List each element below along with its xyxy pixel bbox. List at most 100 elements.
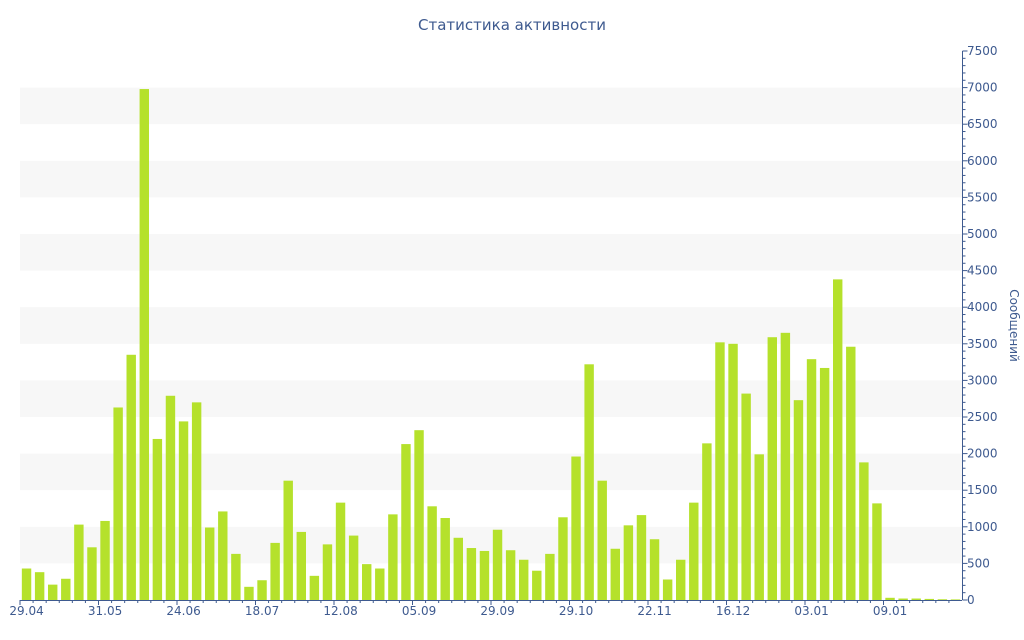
- y-tick-label: 2000: [967, 447, 998, 461]
- bar[interactable]: [662, 579, 673, 601]
- bar[interactable]: [283, 480, 293, 600]
- bar[interactable]: [636, 515, 647, 600]
- bar[interactable]: [519, 559, 529, 600]
- y-tick-label: 6500: [967, 117, 998, 131]
- bar[interactable]: [623, 525, 634, 600]
- bar[interactable]: [178, 421, 189, 600]
- y-tick-label: 6000: [967, 154, 998, 168]
- bar[interactable]: [793, 400, 804, 600]
- grid-band: [20, 526, 962, 564]
- y-tick-label: 3000: [967, 373, 998, 387]
- bar[interactable]: [74, 524, 84, 600]
- bar[interactable]: [584, 364, 594, 600]
- bar[interactable]: [898, 598, 908, 600]
- bar[interactable]: [362, 564, 372, 600]
- bar[interactable]: [610, 548, 620, 600]
- bar[interactable]: [741, 393, 751, 600]
- bar[interactable]: [689, 502, 699, 600]
- x-tick-label: 09.01: [873, 604, 907, 618]
- bar[interactable]: [728, 343, 738, 600]
- bar[interactable]: [754, 454, 764, 600]
- grid-band: [20, 234, 962, 271]
- bar[interactable]: [885, 597, 895, 600]
- x-tick-label: 18.07: [245, 604, 279, 618]
- bar[interactable]: [244, 586, 254, 600]
- background-bands: [20, 87, 962, 564]
- bar[interactable]: [440, 518, 450, 600]
- bar[interactable]: [819, 367, 830, 600]
- y-tick-label: 0: [967, 593, 975, 607]
- bar[interactable]: [34, 572, 45, 600]
- y-tick-label: 5000: [967, 227, 998, 241]
- bar[interactable]: [492, 529, 503, 600]
- bar[interactable]: [191, 402, 202, 600]
- bar[interactable]: [558, 517, 568, 600]
- bar[interactable]: [924, 598, 934, 600]
- bar[interactable]: [859, 462, 869, 600]
- y-axis: 0 500 1000 1500 2000 2500 3000 3500 4000 4500 5000…: [962, 44, 998, 607]
- bar[interactable]: [911, 598, 921, 600]
- bar[interactable]: [676, 559, 686, 600]
- bar[interactable]: [113, 407, 123, 600]
- bar[interactable]: [48, 584, 58, 600]
- bar[interactable]: [571, 456, 581, 600]
- bar[interactable]: [597, 480, 607, 600]
- bar[interactable]: [806, 359, 817, 600]
- bar[interactable]: [950, 599, 961, 600]
- bar[interactable]: [205, 527, 215, 600]
- bar[interactable]: [296, 531, 306, 600]
- grid-band: [20, 453, 962, 491]
- bar[interactable]: [165, 395, 176, 600]
- bar[interactable]: [270, 542, 280, 600]
- bar[interactable]: [218, 511, 228, 600]
- x-tick-label: 29.10: [559, 604, 593, 618]
- x-tick-label: 29.09: [480, 604, 514, 618]
- bar[interactable]: [100, 520, 110, 600]
- bar[interactable]: [348, 535, 359, 600]
- grid-band: [20, 87, 962, 125]
- bar[interactable]: [427, 506, 437, 600]
- bar[interactable]: [715, 342, 725, 600]
- y-tick-label: 1500: [967, 483, 998, 497]
- bar[interactable]: [414, 430, 424, 600]
- bar[interactable]: [479, 550, 490, 600]
- bar[interactable]: [21, 568, 32, 600]
- bar[interactable]: [532, 570, 542, 600]
- bar[interactable]: [61, 578, 71, 600]
- bar[interactable]: [702, 443, 712, 600]
- bar[interactable]: [139, 89, 149, 600]
- y-tick-label: 7500: [967, 44, 998, 58]
- bar[interactable]: [388, 514, 398, 600]
- bar[interactable]: [322, 544, 333, 600]
- grid-band: [20, 380, 962, 417]
- y-tick-label: 3500: [967, 337, 998, 351]
- bar[interactable]: [375, 568, 385, 600]
- bar[interactable]: [833, 279, 843, 600]
- bar[interactable]: [505, 550, 516, 600]
- bar[interactable]: [335, 502, 346, 600]
- x-axis: 29.04 31.05 24.06 18.07 12.08 05.09 29.09 29.10…: [9, 600, 962, 618]
- x-tick-label: 22.11: [637, 604, 671, 618]
- bar[interactable]: [257, 580, 267, 600]
- bar[interactable]: [231, 553, 241, 600]
- grid-band: [20, 160, 962, 198]
- bar[interactable]: [401, 444, 411, 600]
- bar[interactable]: [780, 332, 791, 600]
- bar[interactable]: [767, 337, 777, 600]
- bar[interactable]: [87, 547, 97, 600]
- bar[interactable]: [846, 346, 856, 600]
- y-axis-label: Сообщений: [1007, 289, 1021, 362]
- y-tick-label: 500: [967, 556, 990, 570]
- bar[interactable]: [649, 539, 660, 600]
- bar[interactable]: [152, 438, 163, 600]
- bar[interactable]: [872, 503, 882, 600]
- bar[interactable]: [937, 599, 948, 600]
- bar[interactable]: [453, 537, 463, 600]
- bar[interactable]: [309, 575, 320, 600]
- bar[interactable]: [545, 553, 555, 600]
- chart-title: Статистика активности: [418, 16, 606, 34]
- bar[interactable]: [466, 548, 477, 600]
- bar[interactable]: [126, 354, 136, 600]
